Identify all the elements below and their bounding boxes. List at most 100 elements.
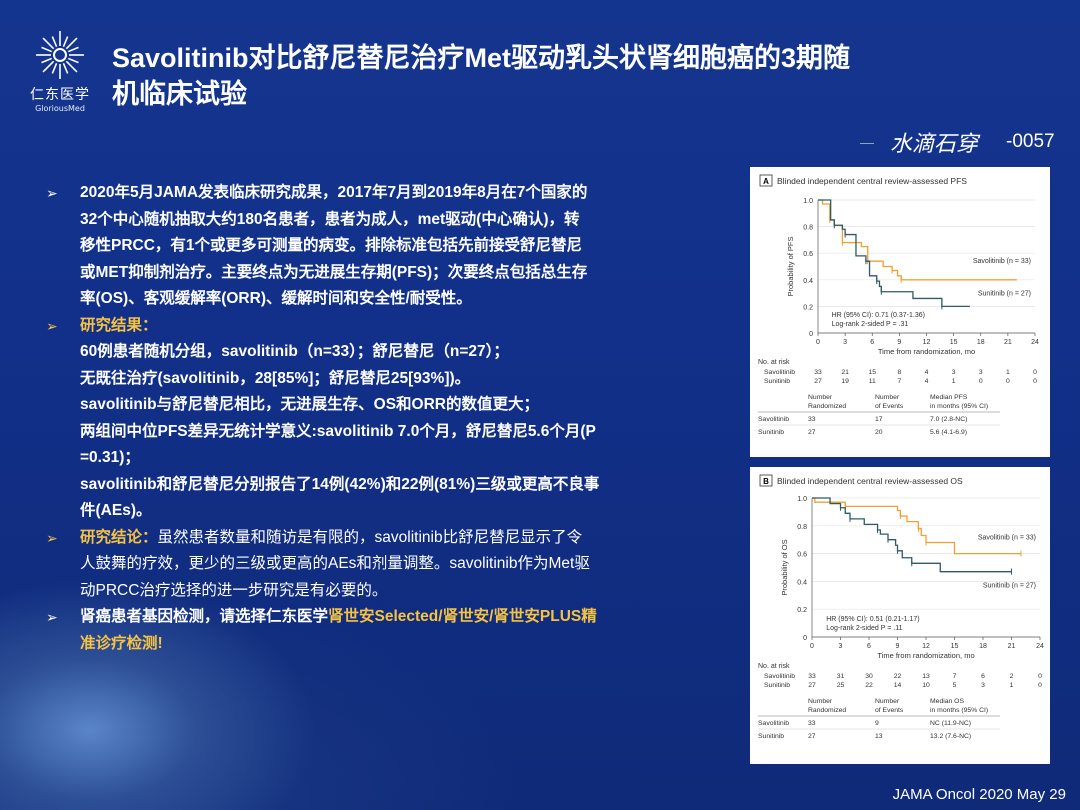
at-risk-value: 27 — [814, 378, 822, 385]
y-tick-label: 0.2 — [803, 304, 813, 311]
divider — [860, 143, 874, 144]
text-line: 两组间中位PFS差异无统计学意义:savolitinib 7.0个月，舒尼替尼5… — [80, 422, 596, 440]
at-risk-label: No. at risk — [758, 359, 790, 366]
x-axis-label: Time from randomization, mo — [877, 651, 974, 660]
y-tick-label: 0.8 — [803, 225, 813, 232]
at-risk-value: 3 — [952, 369, 956, 376]
at-risk-value: 5 — [953, 682, 957, 689]
logo: 仁东医学 GloriousMed — [22, 30, 98, 113]
x-tick-label: 18 — [979, 643, 987, 650]
arrow-bullet-icon: ➢ — [46, 185, 58, 201]
at-risk-value: 22 — [894, 673, 902, 680]
text-line: 虽然患者数量和随访是有限的，savolitinib比舒尼替尼显示了令 — [157, 528, 583, 546]
table-header: in months (95% CI) — [930, 403, 988, 410]
table-header: Median OS — [930, 698, 964, 705]
arrow-bullet-icon: ➢ — [46, 609, 58, 625]
series-label: Savolitinib (n = 33) — [973, 258, 1031, 265]
text-line: 60例患者随机分组，savolitinib（n=33）；舒尼替尼（n=27）； — [80, 343, 509, 360]
logo-cn: 仁东医学 — [30, 87, 90, 103]
text-line: savolitinib和舒尼替尼分别报告了14例(42%)和22例(81%)三级… — [80, 475, 600, 493]
table-cell: 5.6 (4.1-6.9) — [930, 429, 967, 436]
table-header: Number — [875, 698, 900, 705]
table-cell: 33 — [808, 720, 816, 727]
logo-en: GloriousMed — [35, 104, 85, 113]
title-line: Savolitinib对比舒尼替尼治疗Met驱动乳头状肾细胞癌的3期随 — [112, 43, 851, 73]
table-header: Number — [875, 394, 900, 401]
x-tick-label: 3 — [843, 339, 847, 346]
at-risk-value: 4 — [925, 378, 929, 385]
x-tick-label: 6 — [867, 643, 871, 650]
slide-body: ➢ 2020年5月JAMA发表临床研究成果，2017年7月到2019年8月在7个… — [46, 180, 726, 657]
x-tick-label: 0 — [810, 643, 814, 650]
at-risk-value: 33 — [814, 369, 822, 376]
x-tick-label: 15 — [951, 643, 959, 650]
x-tick-label: 21 — [1008, 643, 1016, 650]
at-risk-value: 7 — [897, 378, 901, 385]
y-tick-label: 0.6 — [803, 251, 813, 258]
series-label: Savolitinib (n = 33) — [978, 535, 1036, 542]
table-cell: 20 — [875, 429, 883, 436]
table-header: Median PFS — [930, 394, 968, 401]
y-axis-label: Probability of PFS — [786, 236, 795, 296]
y-tick-label: 0.4 — [803, 278, 813, 285]
x-tick-label: 12 — [923, 339, 931, 346]
at-risk-value: 8 — [897, 369, 901, 376]
panel-letter-box — [759, 474, 773, 487]
table-cell: 17 — [875, 416, 883, 423]
product-highlight: 准诊疗检测! — [80, 634, 163, 652]
table-cell: 33 — [808, 416, 816, 423]
table-header: Randomized — [808, 403, 846, 410]
table-cell: 13.2 (7.6-NC) — [930, 733, 971, 740]
os-chart-panel: B Blinded independent central review-asse… — [750, 467, 1050, 764]
stat-annotation: HR (95% CI): 0.51 (0.21-1.17) — [826, 616, 919, 623]
table-cell: Sunitinib — [758, 429, 784, 436]
text-line: 件(AEs)。 — [80, 502, 152, 519]
table-header: of Events — [875, 707, 904, 714]
table-header: Randomized — [808, 707, 846, 714]
panel-letter: A — [763, 177, 769, 186]
at-risk-value: 3 — [981, 682, 985, 689]
title-line: 机临床试验 — [112, 79, 247, 109]
table-header: in months (95% CI) — [930, 707, 988, 714]
table-cell: NC (11.9-NC) — [930, 720, 971, 727]
stat-annotation: Log-rank 2-sided P = .31 — [832, 321, 909, 328]
km-curve-sunitinib — [818, 199, 970, 308]
table-cell: 13 — [875, 733, 883, 740]
x-tick-label: 21 — [1004, 339, 1012, 346]
table-cell: 27 — [808, 733, 816, 740]
at-risk-value: 7 — [953, 673, 957, 680]
y-tick-label: 1.0 — [797, 496, 807, 503]
slide-code: -0057 — [1006, 131, 1055, 152]
at-risk-row-name: Sunitinib — [764, 378, 790, 385]
at-risk-value: 19 — [841, 378, 849, 385]
citation: JAMA Oncol 2020 May 29 — [892, 786, 1066, 803]
y-tick-label: 0.4 — [797, 579, 807, 586]
at-risk-value: 31 — [837, 673, 845, 680]
at-risk-value: 10 — [922, 682, 930, 689]
text-line: savolitinib与舒尼替尼相比，无进展生存、OS和ORR的数值更大； — [80, 396, 539, 413]
at-risk-label: No. at risk — [758, 663, 790, 670]
x-tick-label: 15 — [950, 339, 958, 346]
series-label: Sunitinib (n = 27) — [983, 583, 1036, 590]
y-axis-label: Probability of OS — [780, 539, 789, 595]
at-risk-value: 22 — [865, 682, 873, 689]
sunburst-logo-icon — [36, 31, 84, 79]
at-risk-value: 6 — [981, 673, 985, 680]
text-line: 2020年5月JAMA发表临床研究成果，2017年7月到2019年8月在7个国家… — [80, 184, 588, 201]
at-risk-value: 3 — [979, 369, 983, 376]
table-header: of Events — [875, 403, 904, 410]
stat-annotation: Log-rank 2-sided P = .11 — [826, 625, 902, 632]
at-risk-value: 0 — [1033, 369, 1037, 376]
at-risk-value: 25 — [837, 682, 845, 689]
text-line: 动PRCC治疗选择的进一步研究是有必要的。 — [80, 581, 388, 599]
bullet-results: ➢ 研究结果： 60例患者随机分组，savolitinib（n=33）；舒尼替尼… — [46, 313, 726, 525]
at-risk-value: 0 — [1038, 682, 1042, 689]
y-tick-label: 0.6 — [797, 552, 807, 559]
results-heading: 研究结果： — [80, 316, 158, 334]
at-risk-value: 30 — [865, 673, 873, 680]
at-risk-value: 4 — [925, 369, 929, 376]
series-label: Sunitinib (n = 27) — [978, 290, 1031, 297]
chart-title: Blinded independent central review-asses… — [777, 476, 963, 486]
table-cell: 27 — [808, 429, 816, 436]
text-line: 人鼓舞的疗效，更少的三级或更高的AEs和剂量调整。savolitinib作为Me… — [80, 555, 590, 572]
